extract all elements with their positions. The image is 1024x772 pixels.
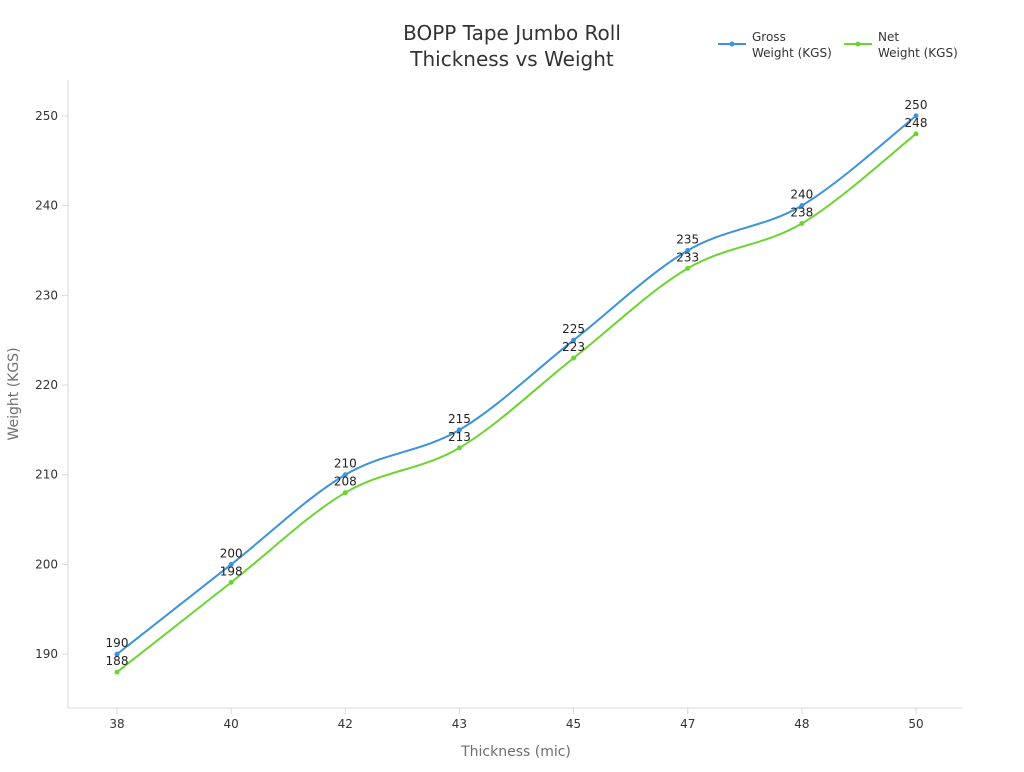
x-tick-label: 38 [109, 717, 124, 731]
legend-item-net[interactable]: Net Weight (KGS) [844, 30, 958, 60]
data-label: 215 [448, 412, 471, 426]
data-label: 225 [562, 322, 585, 336]
data-point[interactable] [228, 579, 234, 585]
legend-marker [855, 41, 861, 47]
data-point[interactable] [685, 265, 691, 271]
data-point[interactable] [114, 669, 120, 675]
data-point[interactable] [685, 247, 691, 253]
y-tick-label: 190 [35, 647, 58, 661]
data-point[interactable] [913, 131, 919, 137]
x-tick-label: 48 [794, 717, 809, 731]
data-point[interactable] [114, 651, 120, 657]
series-net [114, 131, 919, 675]
data-point[interactable] [342, 490, 348, 496]
series-line [116, 115, 917, 655]
data-label: 233 [676, 250, 699, 264]
data-label: 235 [676, 232, 699, 246]
y-tick-label: 210 [35, 468, 58, 482]
data-label: 248 [905, 116, 928, 130]
data-point[interactable] [799, 221, 805, 227]
data-label: 198 [220, 564, 243, 578]
series-gross [114, 113, 919, 657]
y-tick-label: 240 [35, 199, 58, 213]
data-point[interactable] [913, 113, 919, 119]
series-line [116, 133, 917, 673]
data-point[interactable] [342, 472, 348, 478]
x-tick-label: 42 [338, 717, 353, 731]
x-tick-label: 40 [224, 717, 239, 731]
series-group [114, 113, 919, 675]
x-tick-label: 43 [452, 717, 467, 731]
x-axis-ticks: 38 40 42 43 45 47 48 50 [109, 708, 924, 731]
data-label: 190 [106, 636, 129, 650]
x-tick-label: 45 [566, 717, 581, 731]
y-tick-label: 220 [35, 378, 58, 392]
x-tick-label: 47 [680, 717, 695, 731]
data-label: 188 [106, 654, 129, 668]
data-label: 200 [220, 546, 243, 560]
data-label: 238 [790, 206, 813, 220]
legend-label: Weight (KGS) [752, 46, 832, 60]
data-point[interactable] [571, 355, 577, 361]
data-label: 213 [448, 430, 471, 444]
chart-title: BOPP Tape Jumbo Roll Thickness vs Weight [403, 21, 621, 71]
data-point[interactable] [456, 445, 462, 451]
x-tick-label: 50 [908, 717, 923, 731]
legend-label: Weight (KGS) [878, 46, 958, 60]
data-point[interactable] [571, 337, 577, 343]
legend-marker [729, 41, 735, 47]
axes: 190 200 210 220 230 240 250 38 40 42 43 45 47 48 50 [35, 80, 963, 731]
chart-title-line-1: BOPP Tape Jumbo Roll [403, 21, 621, 45]
data-label: 223 [562, 340, 585, 354]
legend-label: Gross [752, 30, 786, 44]
chart-title-line-2: Thickness vs Weight [409, 47, 614, 71]
data-point[interactable] [456, 427, 462, 433]
y-tick-label: 230 [35, 288, 58, 302]
data-label: 240 [790, 188, 813, 202]
y-tick-label: 250 [35, 109, 58, 123]
data-label: 210 [334, 457, 357, 471]
y-axis-title: Weight (KGS) [6, 347, 22, 440]
y-axis-ticks: 190 200 210 220 230 240 250 [35, 109, 68, 661]
legend: Gross Weight (KGS) Net Weight (KGS) [718, 30, 958, 60]
data-point[interactable] [228, 561, 234, 567]
data-labels: 190 200 210 215 225 235 240 250 188 198 208 213 223 2… [106, 98, 928, 668]
data-label: 250 [905, 98, 928, 112]
legend-item-gross[interactable]: Gross Weight (KGS) [718, 30, 832, 60]
legend-label: Net [878, 30, 899, 44]
y-tick-label: 200 [35, 557, 58, 571]
data-point[interactable] [799, 203, 805, 209]
data-label: 208 [334, 475, 357, 489]
x-axis-title: Thickness (mic) [460, 744, 571, 760]
